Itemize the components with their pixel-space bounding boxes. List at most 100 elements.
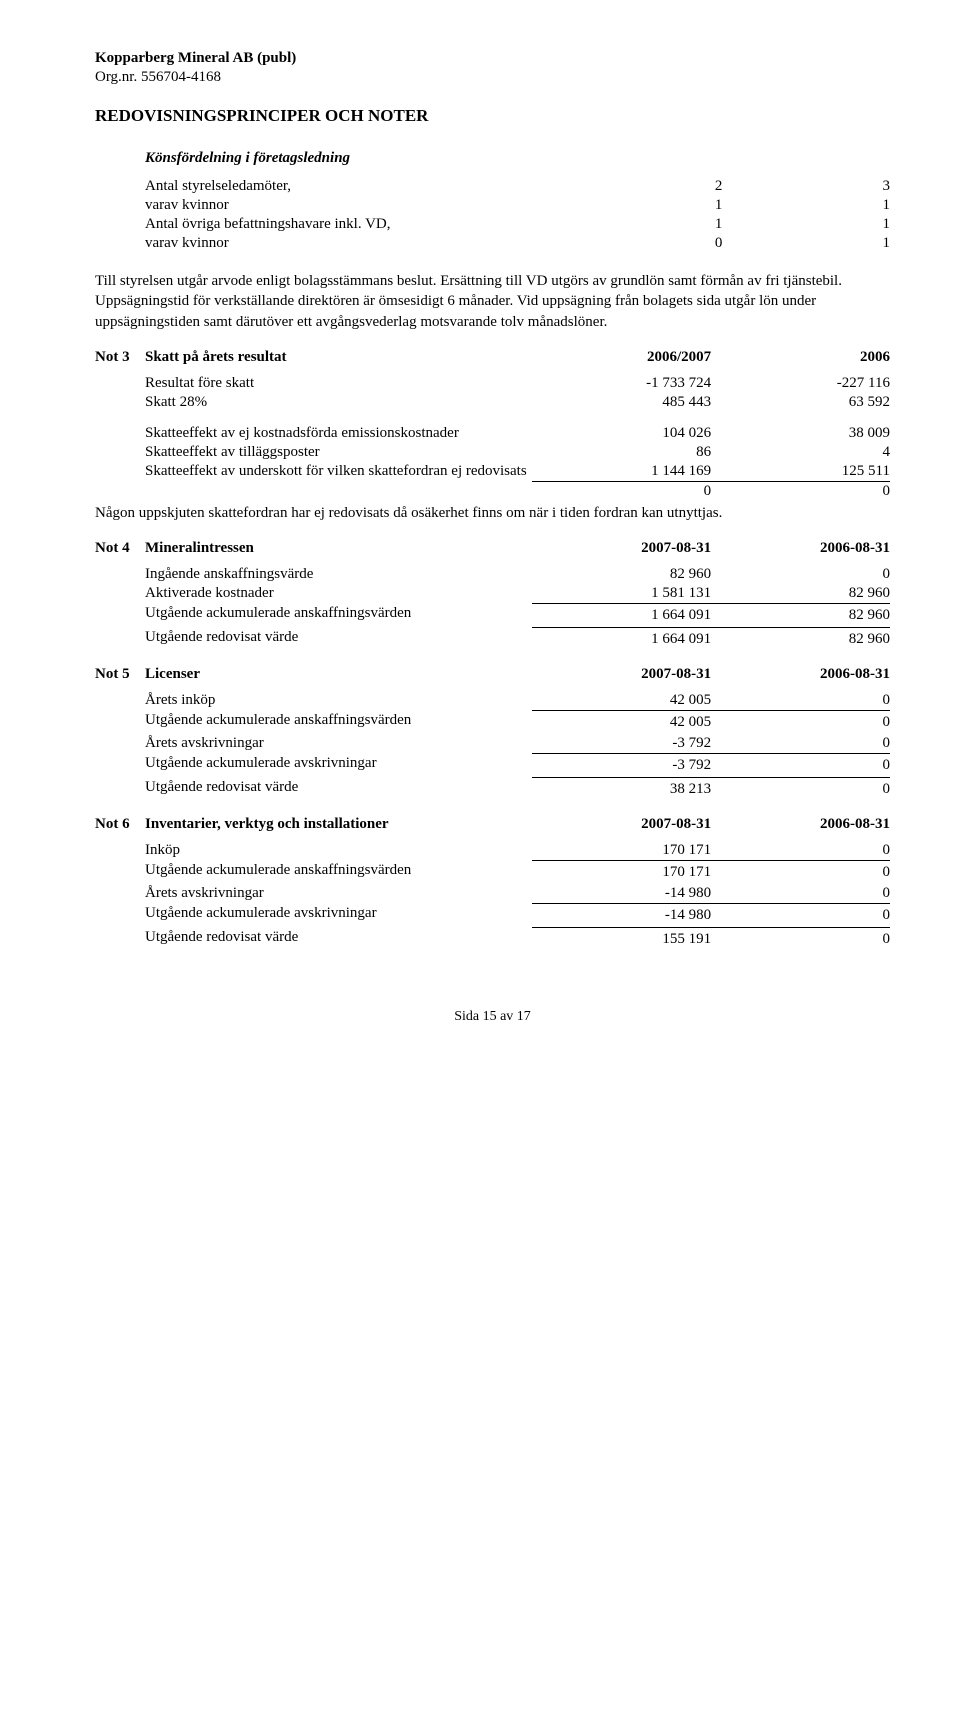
page-footer: Sida 15 av 17 — [95, 1009, 890, 1025]
label: Utgående ackumulerade anskaffningsvärden — [145, 604, 532, 628]
label: Årets inköp — [145, 691, 532, 711]
value: 0 — [711, 734, 890, 754]
label: Årets avskrivningar — [145, 734, 532, 754]
value: 0 — [711, 904, 890, 928]
col-header: 2006-08-31 — [711, 665, 890, 691]
value: -3 792 — [532, 754, 711, 778]
table-row: Inköp 170 171 0 — [95, 841, 890, 861]
not5-table: Not 5 Licenser 2007-08-31 2006-08-31 Åre… — [95, 665, 890, 799]
note-header-row: Not 4 Mineralintressen 2007-08-31 2006-0… — [95, 539, 890, 565]
label: Utgående redovisat värde — [145, 778, 532, 800]
value: -14 980 — [532, 904, 711, 928]
note-number: Not 5 — [95, 665, 145, 691]
value: 0 — [711, 841, 890, 861]
table-row: varav kvinnor 0 1 — [145, 234, 890, 253]
label: Inköp — [145, 841, 532, 861]
value: 0 — [711, 711, 890, 735]
table-row: Skatteeffekt av underskott för vilken sk… — [95, 462, 890, 482]
sum-row: 0 0 — [95, 481, 890, 501]
table-row: Utgående redovisat värde 1 664 091 82 96… — [95, 628, 890, 650]
value: 0 — [711, 754, 890, 778]
org-number: Org.nr. 556704-4168 — [95, 69, 890, 86]
note-title: Mineralintressen — [145, 539, 532, 565]
gender-section-title: Könsfördelning i företagsledning — [145, 150, 890, 167]
value: 38 009 — [711, 424, 890, 443]
label: varav kvinnor — [145, 196, 555, 215]
value: 38 213 — [532, 778, 711, 800]
table-row: Utgående ackumulerade avskrivningar -14 … — [95, 904, 890, 928]
col-header: 2007-08-31 — [532, 665, 711, 691]
label: Utgående redovisat värde — [145, 928, 532, 950]
table-row: Ingående anskaffningsvärde 82 960 0 — [95, 565, 890, 584]
note-title: Licenser — [145, 665, 532, 691]
note-header-row: Not 5 Licenser 2007-08-31 2006-08-31 — [95, 665, 890, 691]
table-row: Antal övriga befattningshavare inkl. VD,… — [145, 215, 890, 234]
value: 125 511 — [711, 462, 890, 482]
label: Utgående ackumulerade anskaffningsvärden — [145, 711, 532, 735]
value: 42 005 — [532, 691, 711, 711]
value: 0 — [711, 565, 890, 584]
value: 1 — [722, 196, 890, 215]
value: 1 — [722, 215, 890, 234]
table-row: Aktiverade kostnader 1 581 131 82 960 — [95, 584, 890, 604]
value: 1 664 091 — [532, 604, 711, 628]
label: Utgående redovisat värde — [145, 628, 532, 650]
value: -1 733 724 — [532, 374, 711, 393]
value: -227 116 — [711, 374, 890, 393]
label: Årets avskrivningar — [145, 884, 532, 904]
page-title: REDOVISNINGSPRINCIPER OCH NOTER — [95, 106, 890, 126]
label: Utgående ackumulerade avskrivningar — [145, 904, 532, 928]
table-row: Skatteeffekt av ej kostnadsförda emissio… — [95, 424, 890, 443]
note-number: Not 4 — [95, 539, 145, 565]
table-row: Utgående ackumulerade anskaffningsvärden… — [95, 711, 890, 735]
value: 0 — [555, 234, 723, 253]
note-title: Inventarier, verktyg och installationer — [145, 815, 532, 841]
table-row: Utgående ackumulerade avskrivningar -3 7… — [95, 754, 890, 778]
table-row: Skatt 28% 485 443 63 592 — [95, 393, 890, 412]
note-title: Skatt på årets resultat — [145, 348, 532, 374]
value: 63 592 — [711, 393, 890, 412]
not3-table: Not 3 Skatt på årets resultat 2006/2007 … — [95, 348, 890, 501]
value: 1 664 091 — [532, 628, 711, 650]
value: 3 — [722, 177, 890, 196]
value: 0 — [711, 884, 890, 904]
not3-after-text: Någon uppskjuten skattefordran har ej re… — [95, 503, 890, 523]
table-row: Skatteeffekt av tilläggsposter 86 4 — [95, 443, 890, 462]
note-number: Not 3 — [95, 348, 145, 374]
label: varav kvinnor — [145, 234, 555, 253]
label: Ingående anskaffningsvärde — [145, 565, 532, 584]
table-row: Antal styrelseledamöter, 2 3 — [145, 177, 890, 196]
value: 0 — [711, 481, 890, 501]
company-name: Kopparberg Mineral AB (publ) — [95, 50, 890, 67]
value: 0 — [711, 778, 890, 800]
table-row: Utgående redovisat värde 38 213 0 — [95, 778, 890, 800]
note-header-row: Not 3 Skatt på årets resultat 2006/2007 … — [95, 348, 890, 374]
value: 2 — [555, 177, 723, 196]
table-row: Resultat före skatt -1 733 724 -227 116 — [95, 374, 890, 393]
value: 0 — [711, 861, 890, 885]
label: Antal övriga befattningshavare inkl. VD, — [145, 215, 555, 234]
table-row: Utgående redovisat värde 155 191 0 — [95, 928, 890, 950]
col-header: 2007-08-31 — [532, 815, 711, 841]
col-header: 2006-08-31 — [711, 815, 890, 841]
value: 1 — [555, 215, 723, 234]
value: -3 792 — [532, 734, 711, 754]
label: Aktiverade kostnader — [145, 584, 532, 604]
value: 4 — [711, 443, 890, 462]
value: 82 960 — [711, 628, 890, 650]
value: 104 026 — [532, 424, 711, 443]
label: Antal styrelseledamöter, — [145, 177, 555, 196]
not4-table: Not 4 Mineralintressen 2007-08-31 2006-0… — [95, 539, 890, 649]
note-number: Not 6 — [95, 815, 145, 841]
col-header: 2006/2007 — [532, 348, 711, 374]
value: 1 — [555, 196, 723, 215]
table-row: Årets avskrivningar -3 792 0 — [95, 734, 890, 754]
value: 1 — [722, 234, 890, 253]
value: -14 980 — [532, 884, 711, 904]
value: 1 144 169 — [532, 462, 711, 482]
not6-table: Not 6 Inventarier, verktyg och installat… — [95, 815, 890, 949]
description-paragraph: Till styrelsen utgår arvode enligt bolag… — [95, 271, 890, 332]
col-header: 2006 — [711, 348, 890, 374]
value: 1 581 131 — [532, 584, 711, 604]
value: 0 — [711, 691, 890, 711]
